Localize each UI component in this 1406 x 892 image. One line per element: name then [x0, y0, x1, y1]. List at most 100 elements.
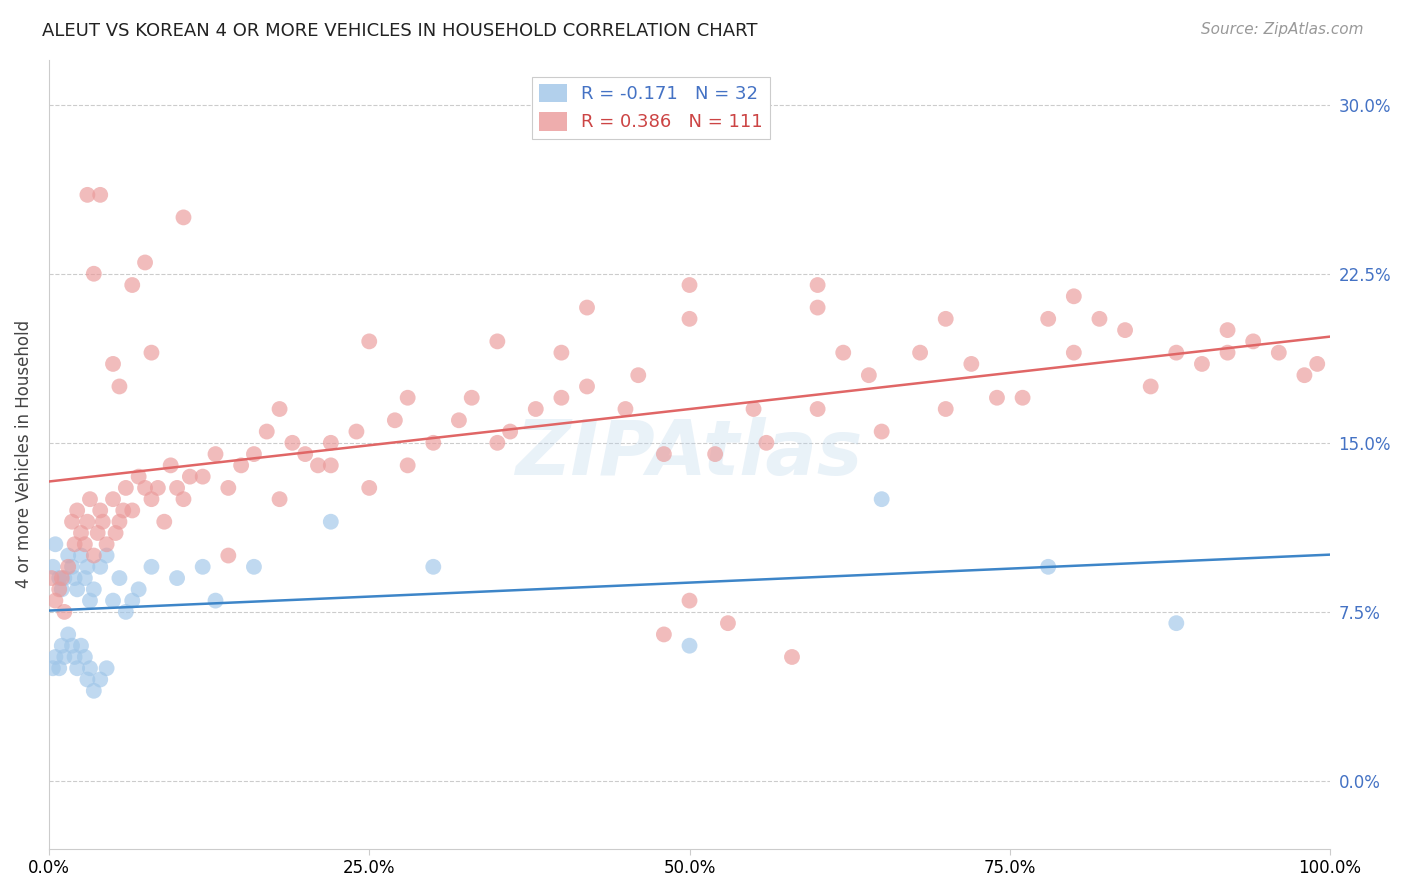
- Point: [53, 650, 76, 665]
- Point: [56, 627, 79, 641]
- Point: [128, 469, 150, 483]
- Point: [319, 515, 342, 529]
- Y-axis label: 4 or more Vehicles in Household: 4 or more Vehicles in Household: [15, 320, 32, 588]
- Point: [717, 616, 740, 631]
- Point: [76, 673, 98, 687]
- Point: [652, 447, 675, 461]
- Point: [346, 425, 368, 439]
- Point: [652, 627, 675, 641]
- Point: [44, 593, 66, 607]
- Point: [1306, 357, 1329, 371]
- Point: [243, 559, 266, 574]
- Point: [173, 492, 195, 507]
- Point: [1216, 345, 1239, 359]
- Point: [114, 605, 136, 619]
- Point: [73, 537, 96, 551]
- Point: [742, 402, 765, 417]
- Point: [56, 549, 79, 563]
- Point: [134, 255, 156, 269]
- Point: [1038, 559, 1060, 574]
- Point: [307, 458, 329, 473]
- Point: [499, 425, 522, 439]
- Point: [121, 278, 143, 293]
- Point: [96, 661, 118, 675]
- Point: [1191, 357, 1213, 371]
- Point: [179, 469, 201, 483]
- Point: [146, 481, 169, 495]
- Point: [396, 391, 419, 405]
- Point: [79, 593, 101, 607]
- Point: [614, 402, 637, 417]
- Point: [41, 571, 63, 585]
- Point: [96, 549, 118, 563]
- Point: [807, 402, 830, 417]
- Point: [44, 650, 66, 665]
- Point: [141, 492, 163, 507]
- Text: ZIPAtlas: ZIPAtlas: [516, 417, 863, 491]
- Point: [70, 549, 93, 563]
- Point: [678, 593, 700, 607]
- Point: [1166, 616, 1188, 631]
- Point: [1063, 289, 1085, 303]
- Point: [755, 435, 778, 450]
- Point: [870, 492, 893, 507]
- Point: [461, 391, 484, 405]
- Point: [141, 559, 163, 574]
- Legend: R = -0.171   N = 32, R = 0.386   N = 111: R = -0.171 N = 32, R = 0.386 N = 111: [533, 77, 770, 138]
- Point: [63, 571, 86, 585]
- Point: [83, 549, 105, 563]
- Point: [1038, 311, 1060, 326]
- Point: [780, 650, 803, 665]
- Point: [121, 593, 143, 607]
- Point: [422, 435, 444, 450]
- Point: [104, 526, 127, 541]
- Point: [51, 571, 73, 585]
- Point: [908, 345, 931, 359]
- Point: [550, 345, 572, 359]
- Point: [53, 571, 76, 585]
- Text: Source: ZipAtlas.com: Source: ZipAtlas.com: [1201, 22, 1364, 37]
- Point: [56, 559, 79, 574]
- Point: [243, 447, 266, 461]
- Point: [121, 503, 143, 517]
- Point: [79, 492, 101, 507]
- Point: [576, 379, 599, 393]
- Point: [114, 481, 136, 495]
- Point: [396, 458, 419, 473]
- Point: [204, 447, 226, 461]
- Point: [60, 559, 83, 574]
- Point: [319, 458, 342, 473]
- Point: [1216, 323, 1239, 337]
- Point: [60, 515, 83, 529]
- Point: [870, 425, 893, 439]
- Point: [269, 402, 291, 417]
- Point: [269, 492, 291, 507]
- Point: [51, 639, 73, 653]
- Point: [159, 458, 181, 473]
- Point: [153, 515, 176, 529]
- Point: [89, 673, 111, 687]
- Point: [128, 582, 150, 597]
- Point: [76, 515, 98, 529]
- Point: [73, 571, 96, 585]
- Point: [91, 515, 114, 529]
- Point: [108, 571, 131, 585]
- Point: [101, 593, 124, 607]
- Point: [359, 334, 381, 349]
- Point: [832, 345, 855, 359]
- Point: [66, 661, 89, 675]
- Point: [76, 187, 98, 202]
- Point: [48, 582, 70, 597]
- Point: [704, 447, 727, 461]
- Point: [281, 435, 304, 450]
- Point: [935, 402, 957, 417]
- Point: [191, 559, 214, 574]
- Point: [76, 559, 98, 574]
- Point: [1166, 345, 1188, 359]
- Point: [108, 515, 131, 529]
- Point: [173, 211, 195, 225]
- Point: [108, 379, 131, 393]
- Point: [60, 639, 83, 653]
- Point: [44, 537, 66, 551]
- Point: [678, 639, 700, 653]
